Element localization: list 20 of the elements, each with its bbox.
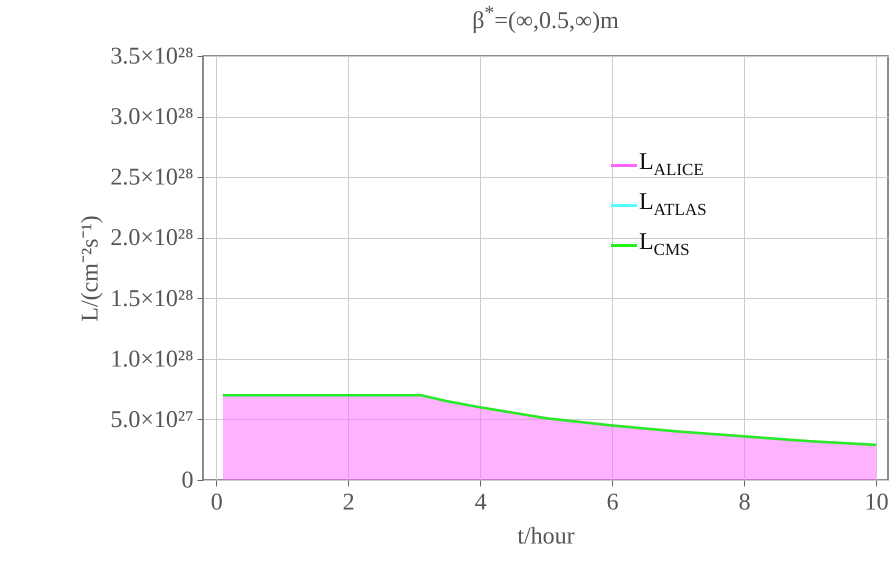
- x-axis-title: t/hour: [517, 524, 575, 550]
- y-tick-label: 2.0×10²⁸: [110, 225, 194, 252]
- legend-label: L$_{ALICE}$: [639, 148, 704, 181]
- y-axis-title: L/(cm⁻²s⁻¹): [77, 215, 104, 322]
- y-tick-label: 3.0×10²⁸: [110, 104, 194, 130]
- x-tick-label: 0: [210, 490, 223, 516]
- legend-label: L$_{CMS}$: [639, 228, 690, 260]
- x-tick-label: 6: [606, 490, 619, 516]
- y-tick-label: 5.0×10²⁷: [110, 406, 194, 433]
- y-tick-label: 2.5×10²⁸: [110, 164, 194, 191]
- y-tick-label: 1.5×10²⁸: [110, 286, 194, 312]
- chart-title: β$^{*}$=(∞,0.5,∞)m: [471, 2, 620, 35]
- x-tick-label: 8: [738, 490, 751, 516]
- y-tick-label: 3.5×10²⁸: [110, 44, 194, 70]
- x-tick-label: 10: [864, 490, 889, 516]
- x-tick-label: 2: [342, 490, 355, 516]
- y-tick-label: 1.0×10²⁸: [110, 346, 194, 372]
- y-tick-label: 0: [182, 468, 194, 494]
- x-tick-label: 4: [474, 490, 487, 516]
- legend-label: L$_{ATLAS}$: [639, 188, 707, 221]
